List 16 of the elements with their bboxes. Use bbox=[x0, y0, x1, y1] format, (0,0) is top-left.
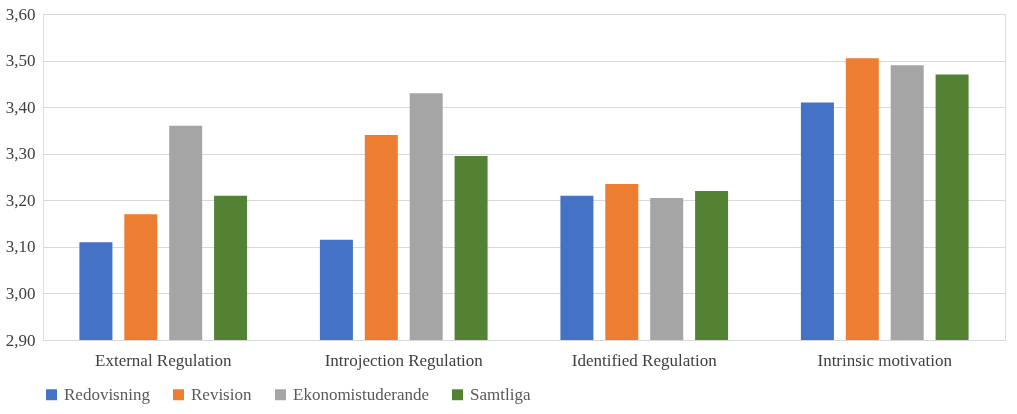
x-tick-label: External Regulation bbox=[95, 350, 232, 370]
legend-label: Samtliga bbox=[470, 384, 531, 404]
legend-label: Revision bbox=[191, 384, 252, 404]
legend-label: Redovisning bbox=[64, 384, 151, 404]
y-tick-label: 3,30 bbox=[5, 144, 36, 164]
y-tick-label: 3,20 bbox=[5, 190, 36, 210]
y-tick-label: 3,60 bbox=[5, 4, 36, 24]
y-tick-label: 3,50 bbox=[5, 51, 36, 71]
y-tick-label: 3,10 bbox=[5, 237, 36, 257]
y-tick-label: 2,90 bbox=[5, 330, 36, 350]
x-tick-label: Introjection Regulation bbox=[324, 350, 484, 370]
y-tick-label: 3,40 bbox=[5, 97, 36, 117]
x-tick-label: Identified Regulation bbox=[571, 350, 718, 370]
y-tick-label: 3,00 bbox=[5, 283, 36, 303]
legend-label: Ekonomistuderande bbox=[293, 384, 429, 404]
x-tick-label: Intrinsic motivation bbox=[817, 350, 953, 370]
